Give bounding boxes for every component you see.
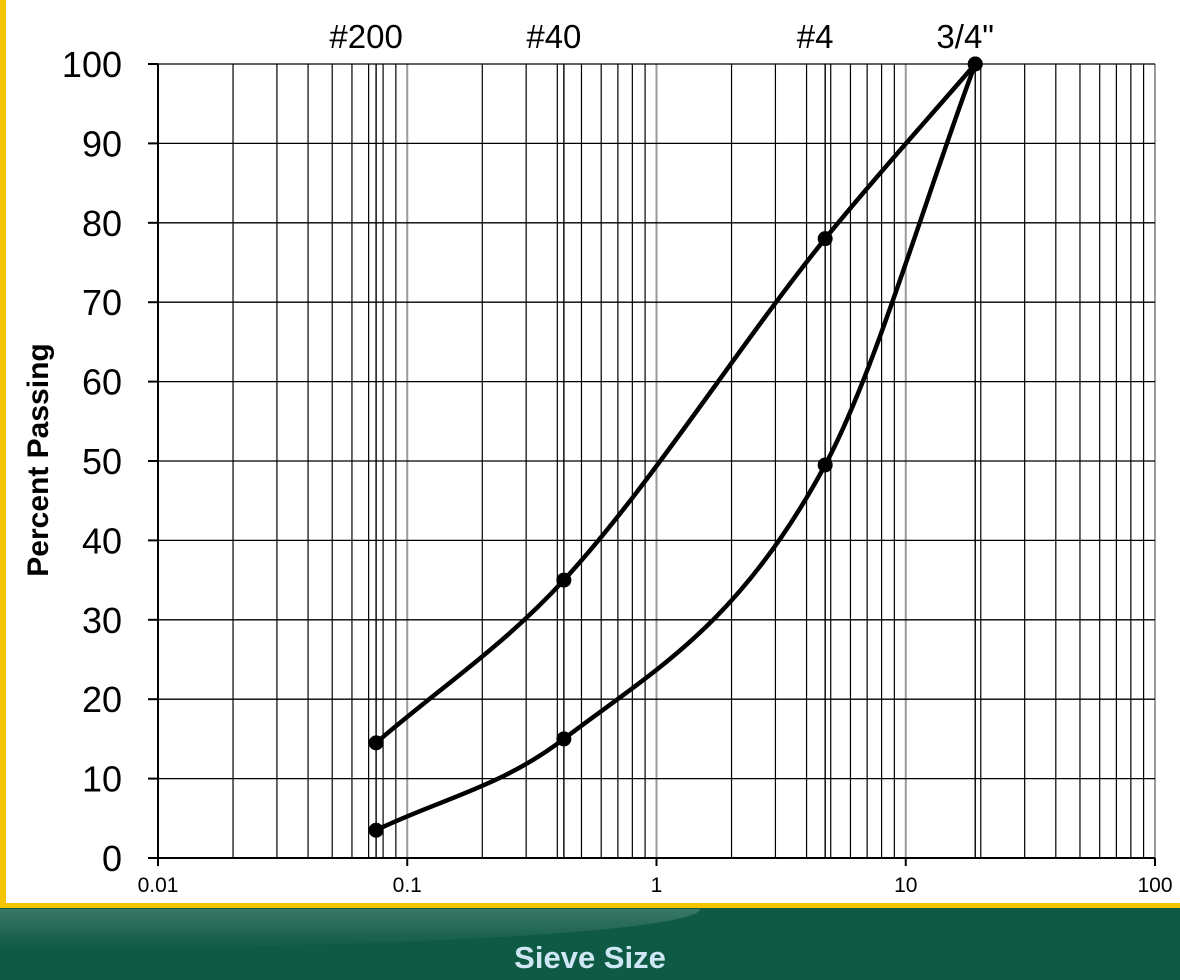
sieve-labels: #200 #40 #4 3/4" — [329, 18, 994, 55]
x-tick-label: 100 — [1137, 874, 1172, 897]
data-point — [368, 822, 384, 838]
y-axis-label-wrap: Percent Passing — [22, 310, 62, 610]
data-point — [817, 457, 833, 473]
y-tick-label: 90 — [82, 123, 122, 164]
y-tick-label: 0 — [102, 838, 122, 879]
axes — [148, 63, 1156, 866]
data-points — [368, 56, 983, 838]
y-tick-label: 100 — [62, 44, 122, 85]
tick-labels: 0 10 20 30 40 50 60 70 80 90 100 0.01 0.1 1 10 100 — [62, 44, 1173, 897]
x-tick-label: 1 — [651, 874, 663, 897]
grid-lines — [158, 63, 1156, 859]
y-tick-label: 40 — [82, 520, 122, 561]
footer-yellow-line — [0, 903, 1180, 909]
sieve-label: #4 — [797, 18, 834, 55]
y-axis-label: Percent Passing — [22, 343, 55, 577]
x-tick-label: 0.01 — [138, 874, 179, 897]
data-point — [368, 735, 384, 751]
sieve-label: #40 — [526, 18, 581, 55]
x-tick-label: 10 — [894, 874, 917, 897]
data-point — [967, 56, 983, 72]
y-tick-label: 10 — [82, 759, 122, 800]
gradation-curve-lower — [375, 63, 978, 833]
footer-green-band — [0, 908, 1180, 980]
data-curves — [374, 62, 978, 833]
gradation-curve-upper — [374, 62, 977, 745]
y-tick-label: 30 — [82, 600, 122, 641]
left-yellow-border — [0, 0, 6, 908]
y-tick-label: 50 — [82, 441, 122, 482]
y-tick-label: 20 — [82, 679, 122, 720]
x-axis-label: Sieve Size — [514, 940, 666, 975]
data-point — [556, 731, 572, 747]
y-tick-label: 60 — [82, 362, 122, 403]
y-tick-label: 70 — [82, 282, 122, 323]
y-tick-label: 80 — [82, 203, 122, 244]
data-point — [556, 572, 572, 588]
x-tick-label: 0.1 — [393, 874, 422, 897]
sieve-label: 3/4" — [936, 18, 994, 55]
sieve-label: #200 — [329, 18, 402, 55]
data-point — [817, 231, 833, 247]
